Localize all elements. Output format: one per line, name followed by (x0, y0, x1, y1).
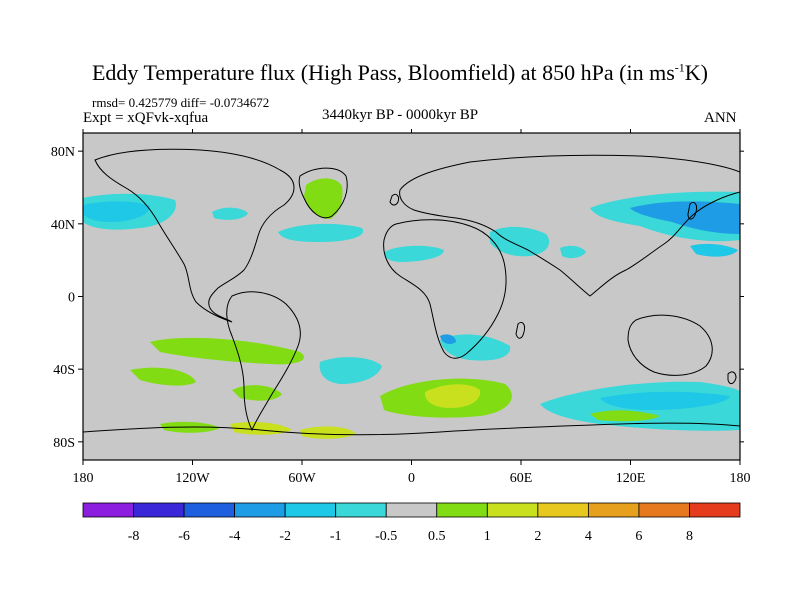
colorbar-swatch (82, 502, 134, 518)
colorbar-swatch (486, 502, 539, 518)
experiment-label: Expt = xQFvk-xqfua (83, 110, 209, 126)
colorbar-label: -4 (229, 529, 241, 544)
colorbar-swatch (335, 502, 387, 518)
region-south-pacific (150, 337, 305, 365)
greenland (298, 167, 348, 219)
colorbar-label: 1 (484, 529, 491, 544)
region-south-atlantic-cyan (319, 357, 382, 384)
south-america (226, 291, 301, 432)
new-zealand (727, 371, 737, 385)
region-antarctic-coast-green (590, 410, 660, 422)
lon-tick-label: 120W (175, 471, 210, 486)
europe-asia (399, 154, 740, 297)
colorbar-swatch (385, 502, 438, 518)
colorbar-label: 6 (635, 529, 642, 544)
season-label: ANN (704, 110, 737, 126)
colorbar-swatch (638, 502, 690, 518)
colorbar-swatch (689, 502, 741, 518)
lat-tick-label: 40S (53, 363, 75, 378)
longitude-axis: 180 120W 60W 0 60E 120E 180 (73, 129, 751, 486)
colorbar-label: 4 (585, 529, 592, 544)
stats-text: rmsd= 0.425779 diff= -0.0734672 (92, 95, 270, 110)
region-atlantic-mid (278, 223, 364, 242)
region-greenland (304, 178, 343, 220)
japan (687, 201, 697, 220)
uk (389, 193, 399, 206)
colorbar-swatch (436, 502, 488, 518)
anomaly-regions (83, 178, 740, 439)
map-area (83, 133, 740, 460)
lat-tick-label: 80S (53, 436, 75, 451)
latitude-axis: 80N 40N 0 40S 80S (51, 145, 744, 451)
colorbar-swatch (234, 502, 286, 518)
region-southern-ocean-atl-core (424, 384, 481, 408)
region-arabia (490, 226, 550, 257)
colorbar-label: -2 (279, 529, 291, 544)
region-sahara (384, 245, 444, 262)
colorbar-swatch (133, 502, 185, 518)
colorbar-label: -1 (330, 529, 342, 544)
colorbar-label: -0.5 (375, 529, 397, 544)
colorbar-swatch (183, 502, 236, 518)
colorbar-label: 0.5 (428, 529, 446, 544)
region-small-blue (440, 334, 456, 344)
lon-tick-label: 180 (730, 471, 751, 486)
coastlines (83, 148, 740, 436)
antarctica (83, 422, 740, 436)
region-south-pacific-2 (130, 367, 196, 386)
region-kuroshio (690, 243, 738, 257)
colorbar-swatch (537, 502, 589, 518)
madagascar (515, 321, 525, 339)
lat-tick-label: 40N (51, 218, 75, 233)
region-south-africa (440, 334, 511, 361)
lon-tick-label: 120E (616, 471, 646, 486)
colorbar-label: -8 (128, 529, 140, 544)
colorbar-label: 2 (534, 529, 541, 544)
lon-tick-label: 0 (408, 471, 415, 486)
region-indian-sector (300, 426, 356, 439)
colorbar-swatch (587, 502, 640, 518)
region-india (560, 245, 586, 259)
lon-tick-label: 60E (510, 471, 533, 486)
africa (383, 219, 507, 359)
region-nw-pacific-core (630, 201, 740, 234)
colorbar-swatch (284, 502, 337, 518)
region-southern-ocean-east-core (600, 391, 730, 410)
australia (627, 314, 713, 376)
north-america (94, 148, 295, 323)
period-label: 3440kyr BP - 0000kyr BP (322, 107, 479, 123)
lon-tick-label: 180 (73, 471, 94, 486)
colorbar-label: -6 (178, 529, 190, 544)
lat-tick-label: 0 (68, 291, 75, 306)
colorbar: -8 -6 -4 -2 -1 -0.5 0.5 1 2 4 6 8 (82, 502, 741, 544)
region-pacific-north-core (83, 201, 150, 222)
lon-tick-label: 60W (288, 471, 316, 486)
colorbar-label: 8 (686, 529, 693, 544)
plot-title: Eddy Temperature flux (High Pass, Bloomf… (91, 60, 708, 85)
region-atlantic-west (212, 207, 248, 220)
lat-tick-label: 80N (51, 145, 75, 160)
